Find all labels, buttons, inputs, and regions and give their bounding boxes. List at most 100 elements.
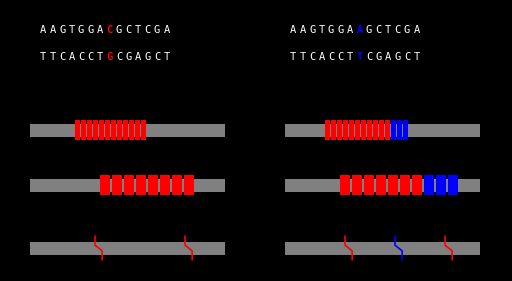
Text: G: G: [78, 25, 84, 35]
Text: G: G: [125, 52, 132, 62]
Text: G: G: [404, 25, 410, 35]
Bar: [30, 241, 225, 255]
Bar: [111, 120, 116, 140]
Bar: [355, 120, 360, 140]
Text: A: A: [385, 52, 391, 62]
Bar: [349, 120, 354, 140]
Text: T: T: [356, 52, 362, 62]
Text: A: A: [40, 25, 46, 35]
Bar: [124, 175, 134, 195]
Text: G: G: [59, 25, 65, 35]
Text: T: T: [163, 52, 170, 62]
Text: C: C: [116, 52, 122, 62]
Text: A: A: [69, 52, 75, 62]
Bar: [117, 120, 122, 140]
Text: G: G: [116, 25, 122, 35]
Text: G: G: [88, 25, 94, 35]
Bar: [388, 175, 398, 195]
Bar: [448, 175, 458, 195]
Bar: [337, 120, 342, 140]
Text: C: C: [309, 52, 315, 62]
Text: C: C: [328, 52, 334, 62]
Bar: [385, 120, 390, 140]
Bar: [376, 175, 386, 195]
Text: C: C: [404, 52, 410, 62]
Text: A: A: [135, 52, 141, 62]
Bar: [412, 175, 422, 195]
Bar: [285, 178, 480, 191]
Text: G: G: [144, 52, 151, 62]
Text: G: G: [395, 52, 401, 62]
Bar: [30, 124, 225, 137]
Text: C: C: [375, 25, 382, 35]
Text: T: T: [40, 52, 46, 62]
Text: C: C: [78, 52, 84, 62]
Text: G: G: [337, 25, 344, 35]
Bar: [129, 120, 134, 140]
Text: C: C: [59, 52, 65, 62]
Bar: [184, 175, 194, 195]
Bar: [136, 175, 146, 195]
Text: T: T: [135, 25, 141, 35]
Bar: [141, 120, 146, 140]
Bar: [123, 120, 128, 140]
Text: C: C: [337, 52, 344, 62]
Bar: [331, 120, 336, 140]
Bar: [361, 120, 366, 140]
Text: C: C: [395, 25, 401, 35]
Text: A: A: [163, 25, 170, 35]
Bar: [400, 175, 410, 195]
Bar: [424, 175, 434, 195]
Text: A: A: [97, 25, 103, 35]
Text: C: C: [125, 25, 132, 35]
Bar: [340, 175, 350, 195]
Bar: [105, 120, 110, 140]
Text: C: C: [106, 25, 113, 35]
Bar: [87, 120, 92, 140]
Bar: [112, 175, 122, 195]
Text: G: G: [328, 25, 334, 35]
Bar: [135, 120, 140, 140]
Bar: [285, 241, 480, 255]
Text: G: G: [366, 25, 372, 35]
Bar: [367, 120, 372, 140]
Text: T: T: [385, 25, 391, 35]
Bar: [160, 175, 170, 195]
Bar: [364, 175, 374, 195]
Text: C: C: [366, 52, 372, 62]
Bar: [352, 175, 362, 195]
Bar: [436, 175, 446, 195]
Bar: [148, 175, 158, 195]
Text: C: C: [144, 25, 151, 35]
Text: A: A: [414, 25, 420, 35]
Bar: [379, 120, 384, 140]
Bar: [391, 120, 396, 140]
Text: T: T: [414, 52, 420, 62]
Bar: [343, 120, 348, 140]
Bar: [93, 120, 98, 140]
Text: T: T: [97, 52, 103, 62]
Text: A: A: [356, 25, 362, 35]
Bar: [100, 175, 110, 195]
Text: G: G: [375, 52, 382, 62]
Bar: [75, 120, 80, 140]
Text: T: T: [300, 52, 306, 62]
Text: T: T: [318, 25, 325, 35]
Text: T: T: [290, 52, 296, 62]
Text: G: G: [106, 52, 113, 62]
Text: A: A: [290, 25, 296, 35]
Text: T: T: [69, 25, 75, 35]
Bar: [81, 120, 86, 140]
Text: A: A: [318, 52, 325, 62]
Bar: [285, 124, 480, 137]
Bar: [403, 120, 408, 140]
Text: C: C: [88, 52, 94, 62]
Bar: [325, 120, 330, 140]
Bar: [99, 120, 104, 140]
Text: G: G: [154, 25, 160, 35]
Text: T: T: [50, 52, 56, 62]
Text: C: C: [154, 52, 160, 62]
Text: T: T: [347, 52, 353, 62]
Text: A: A: [300, 25, 306, 35]
Text: A: A: [50, 25, 56, 35]
